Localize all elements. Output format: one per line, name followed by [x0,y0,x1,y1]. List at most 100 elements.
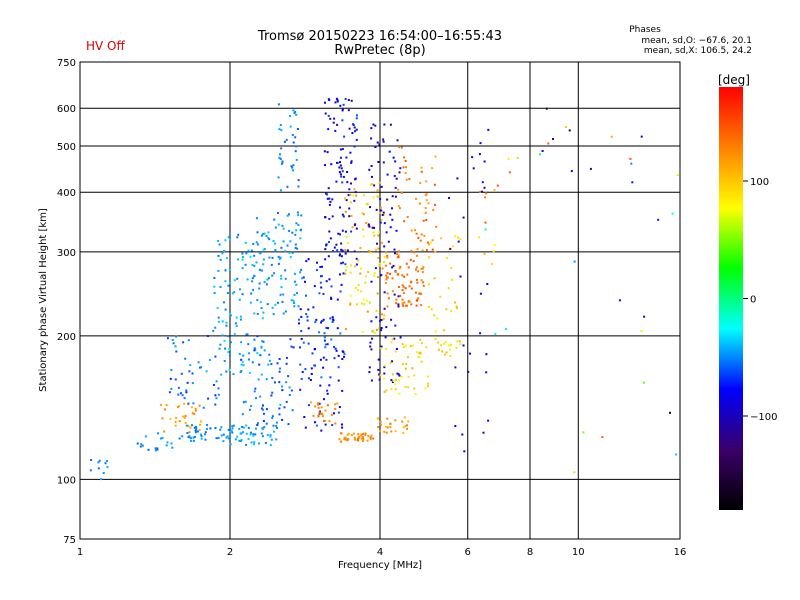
echo-point [200,435,203,438]
echo-point [224,239,227,242]
echo-point [219,286,222,288]
echo-point [328,203,331,206]
echo-point [505,328,508,331]
echo-point [346,433,349,436]
echo-point [240,358,243,361]
echo-point [278,413,281,416]
echo-point [231,431,234,434]
echo-point [400,146,403,149]
echo-point [296,211,299,214]
echo-point [410,287,413,290]
echo-point [440,344,443,347]
echo-point [274,381,276,384]
echo-point [328,241,330,243]
echo-point [301,371,304,373]
echo-point [327,114,330,117]
echo-point [378,143,381,146]
echo-point [391,277,394,280]
echo-point [340,432,343,435]
echo-point [265,408,268,411]
echo-point [189,426,192,429]
echo-point [263,349,266,352]
echo-point [338,166,341,169]
echo-point [382,138,385,141]
echo-point [339,173,342,176]
echo-point [251,277,254,279]
echo-point [240,341,243,344]
echo-point [353,199,356,202]
echo-point [214,403,217,406]
echo-point [411,367,414,370]
echo-point [394,350,397,353]
echo-point [190,406,193,409]
echo-point [391,373,394,376]
echo-point [496,184,499,187]
echo-point [397,188,400,191]
echo-point [140,443,143,446]
echo-point [187,339,190,342]
echo-point [280,274,283,277]
echo-point [89,469,92,472]
echo-point [191,424,193,427]
echo-point [97,461,100,464]
echo-point [324,164,326,167]
echo-point [260,234,263,237]
echo-point [104,462,107,465]
echo-point [413,251,416,254]
echo-point [380,274,383,277]
echo-point [227,236,230,239]
echo-point [393,293,396,296]
echo-point [463,450,466,453]
echo-point [250,441,253,444]
echo-point [342,261,344,264]
echo-point [334,407,337,410]
echo-point [286,214,289,217]
echo-point [341,107,344,110]
echo-point [361,438,364,441]
echo-point [217,316,220,319]
echo-point [340,248,343,251]
echo-point [355,263,358,266]
echo-point [242,431,244,434]
echo-point [221,334,224,337]
echo-point [422,266,425,269]
echo-point [165,444,168,447]
echo-point [231,427,234,430]
echo-point [487,128,490,131]
echo-point [271,415,274,418]
echo-point [404,160,407,162]
echo-point [398,146,401,149]
echo-point [156,447,159,450]
echo-point [238,352,241,355]
echo-point [286,185,289,188]
echo-point [394,270,397,273]
echo-point [370,183,372,186]
echo-point [366,310,369,313]
echo-point [482,431,485,434]
echo-point [412,260,415,263]
echo-point [471,156,474,159]
echo-point [296,247,299,250]
echo-point [297,305,300,308]
echo-point [355,257,358,260]
echo-point [421,267,424,270]
echo-point [337,232,340,235]
echo-point [427,375,429,378]
echo-point [324,409,327,412]
echo-point [203,433,206,436]
echo-point [267,277,270,280]
x-axis-label: Frequency [MHz] [338,560,422,571]
echo-point [348,127,351,130]
echo-point [343,135,346,138]
echo-point [384,336,387,339]
echo-point [428,283,430,286]
echo-point [383,256,386,258]
echo-point [269,435,272,438]
echo-point [368,366,371,369]
echo-point [166,337,169,340]
echo-point [191,382,194,385]
echo-point [183,416,186,419]
echo-point [215,437,218,440]
echo-point [379,347,382,350]
echo-point [170,442,173,445]
